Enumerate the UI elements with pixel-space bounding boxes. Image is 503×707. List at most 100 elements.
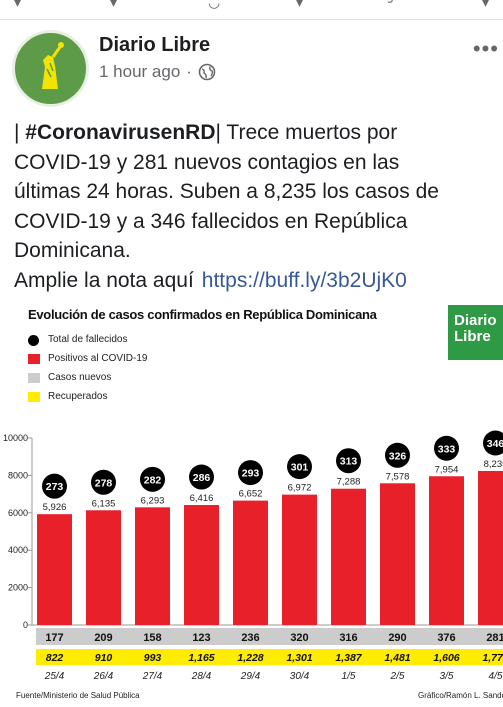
new-cases-label: 316 xyxy=(339,632,357,644)
post-line-6: Amplie la nota aquí https://buff.ly/3b2Uj… xyxy=(14,266,503,296)
legend-item: Recuperados xyxy=(28,389,147,408)
recovered-label: 1,387 xyxy=(335,652,362,664)
bar xyxy=(282,494,317,625)
diario-libre-statue-icon xyxy=(15,33,86,104)
bar xyxy=(331,488,366,625)
death-label: 313 xyxy=(340,456,358,468)
new-cases-label: 177 xyxy=(45,632,63,644)
article-link[interactable]: https://buff.ly/3b2UjK0 xyxy=(201,268,407,292)
y-tick-label: 8000 xyxy=(8,470,28,480)
bar-value-label: 7,578 xyxy=(386,471,410,482)
bar xyxy=(233,500,268,625)
recovered-label: 1,771 xyxy=(482,652,503,664)
x-tick-label: 2/5 xyxy=(390,671,405,682)
death-label: 301 xyxy=(291,462,309,474)
y-tick-label: 0 xyxy=(23,620,28,630)
bar xyxy=(37,514,72,625)
x-tick-label: 28/4 xyxy=(191,671,212,682)
post-line-1: | #CoronavirusenRD| Trece muertos por xyxy=(14,121,398,144)
recovered-label: 1,301 xyxy=(286,652,312,664)
new-cases-label: 290 xyxy=(388,632,406,644)
recovered-label: 1,228 xyxy=(237,652,263,664)
diario-libre-logo: Diario Libre xyxy=(448,305,503,360)
chart-legend: Total de fallecidos Positivos al COVID-1… xyxy=(28,332,147,408)
bar-value-label: 8,235 xyxy=(484,459,503,470)
bar-value-label: 5,926 xyxy=(43,502,67,513)
more-top-icon[interactable]: ▾ xyxy=(482,0,490,10)
new-cases-label: 376 xyxy=(437,632,455,644)
x-tick-label: 3/5 xyxy=(440,671,454,682)
x-tick-label: 26/4 xyxy=(93,671,114,682)
recovered-label: 1,481 xyxy=(384,652,410,664)
recovered-label: 1,165 xyxy=(188,652,214,664)
legend-item: Total de fallecidos xyxy=(28,332,147,351)
death-label: 293 xyxy=(242,468,260,480)
new-cases-label: 320 xyxy=(290,632,308,644)
source-note: Fuente/Ministerio de Salud Pública xyxy=(16,691,140,700)
death-label: 282 xyxy=(144,474,162,486)
bar-value-label: 6,972 xyxy=(288,483,312,494)
graphic-credit: Gráfico/Ramón L. Sandoval xyxy=(418,691,503,700)
post-time[interactable]: 1 hour ago xyxy=(99,62,181,81)
death-circle xyxy=(287,454,312,480)
page-name[interactable]: Diario Libre xyxy=(99,34,211,56)
new-cases-label: 281 xyxy=(486,632,503,644)
y-tick-label: 10000 xyxy=(3,433,28,443)
chart-title: Evolución de casos confirmados en Repúbl… xyxy=(28,307,377,322)
post-header: Diario Libre 1 hour ago · ••• xyxy=(0,22,503,108)
post-line-4: COVID-19 y a 346 fallecidos en República xyxy=(14,209,408,233)
cta-text: Amplie la nota aquí xyxy=(14,268,194,292)
bar xyxy=(429,476,464,625)
hashtag-link[interactable]: #CoronavirusenRD xyxy=(25,121,216,144)
death-circle xyxy=(42,473,67,499)
share-icon[interactable]: ◡ xyxy=(208,0,221,10)
x-tick-label: 27/4 xyxy=(142,671,163,682)
post-text: | #CoronavirusenRD| Trece muertos por CO… xyxy=(14,118,503,295)
send-icon[interactable]: ▾ xyxy=(296,0,304,10)
death-circle xyxy=(91,469,116,495)
meta-separator: · xyxy=(186,62,192,81)
death-label: 278 xyxy=(95,477,113,489)
x-tick-label: 1/5 xyxy=(342,671,356,682)
death-circle xyxy=(238,460,263,486)
death-circle xyxy=(434,435,459,461)
bar xyxy=(184,505,219,625)
post-meta: 1 hour ago · xyxy=(99,62,216,82)
chart-image[interactable]: Evolución de casos confirmados en Repúbl… xyxy=(0,300,503,707)
bar xyxy=(135,507,170,625)
top-action-bar: ▾ ▾ ◡ ▾ ╯ ▾ xyxy=(0,0,503,20)
like-icon[interactable]: ▾ xyxy=(14,0,22,10)
bar xyxy=(478,471,503,625)
death-circle xyxy=(483,430,503,456)
bar xyxy=(380,483,415,625)
x-tick-label: 4/5 xyxy=(489,671,503,682)
y-tick-label: 4000 xyxy=(8,545,28,555)
comment-icon[interactable]: ▾ xyxy=(110,0,118,10)
legend-item: Casos nuevos xyxy=(28,370,147,389)
recovered-label: 910 xyxy=(95,652,113,664)
new-cases-label: 236 xyxy=(241,632,259,644)
bar-value-label: 7,954 xyxy=(435,464,459,475)
recovered-band xyxy=(36,649,503,665)
death-label: 346 xyxy=(487,438,503,450)
more-options-icon[interactable]: ••• xyxy=(472,36,499,61)
bar-value-label: 7,288 xyxy=(337,477,361,488)
death-circle xyxy=(140,466,165,492)
page-avatar[interactable] xyxy=(12,30,89,107)
recovered-label: 993 xyxy=(144,652,162,664)
new-cases-label: 209 xyxy=(94,632,112,644)
recovered-label: 1,606 xyxy=(433,652,459,664)
x-tick-label: 29/4 xyxy=(240,671,261,682)
pin-icon[interactable]: ╯ xyxy=(388,0,397,10)
bar xyxy=(86,510,121,625)
bar-value-label: 6,652 xyxy=(239,489,263,500)
death-circle xyxy=(385,442,410,468)
new-cases-label: 158 xyxy=(143,632,161,644)
x-tick-label: 25/4 xyxy=(44,671,65,682)
death-label: 286 xyxy=(193,472,211,484)
post-line-2: COVID-19 y 281 nuevos contagios en las xyxy=(14,150,400,174)
bar-value-label: 6,293 xyxy=(141,495,165,506)
y-tick-label: 6000 xyxy=(8,508,28,518)
death-label: 273 xyxy=(46,481,64,493)
x-tick-label: 30/4 xyxy=(290,671,310,682)
